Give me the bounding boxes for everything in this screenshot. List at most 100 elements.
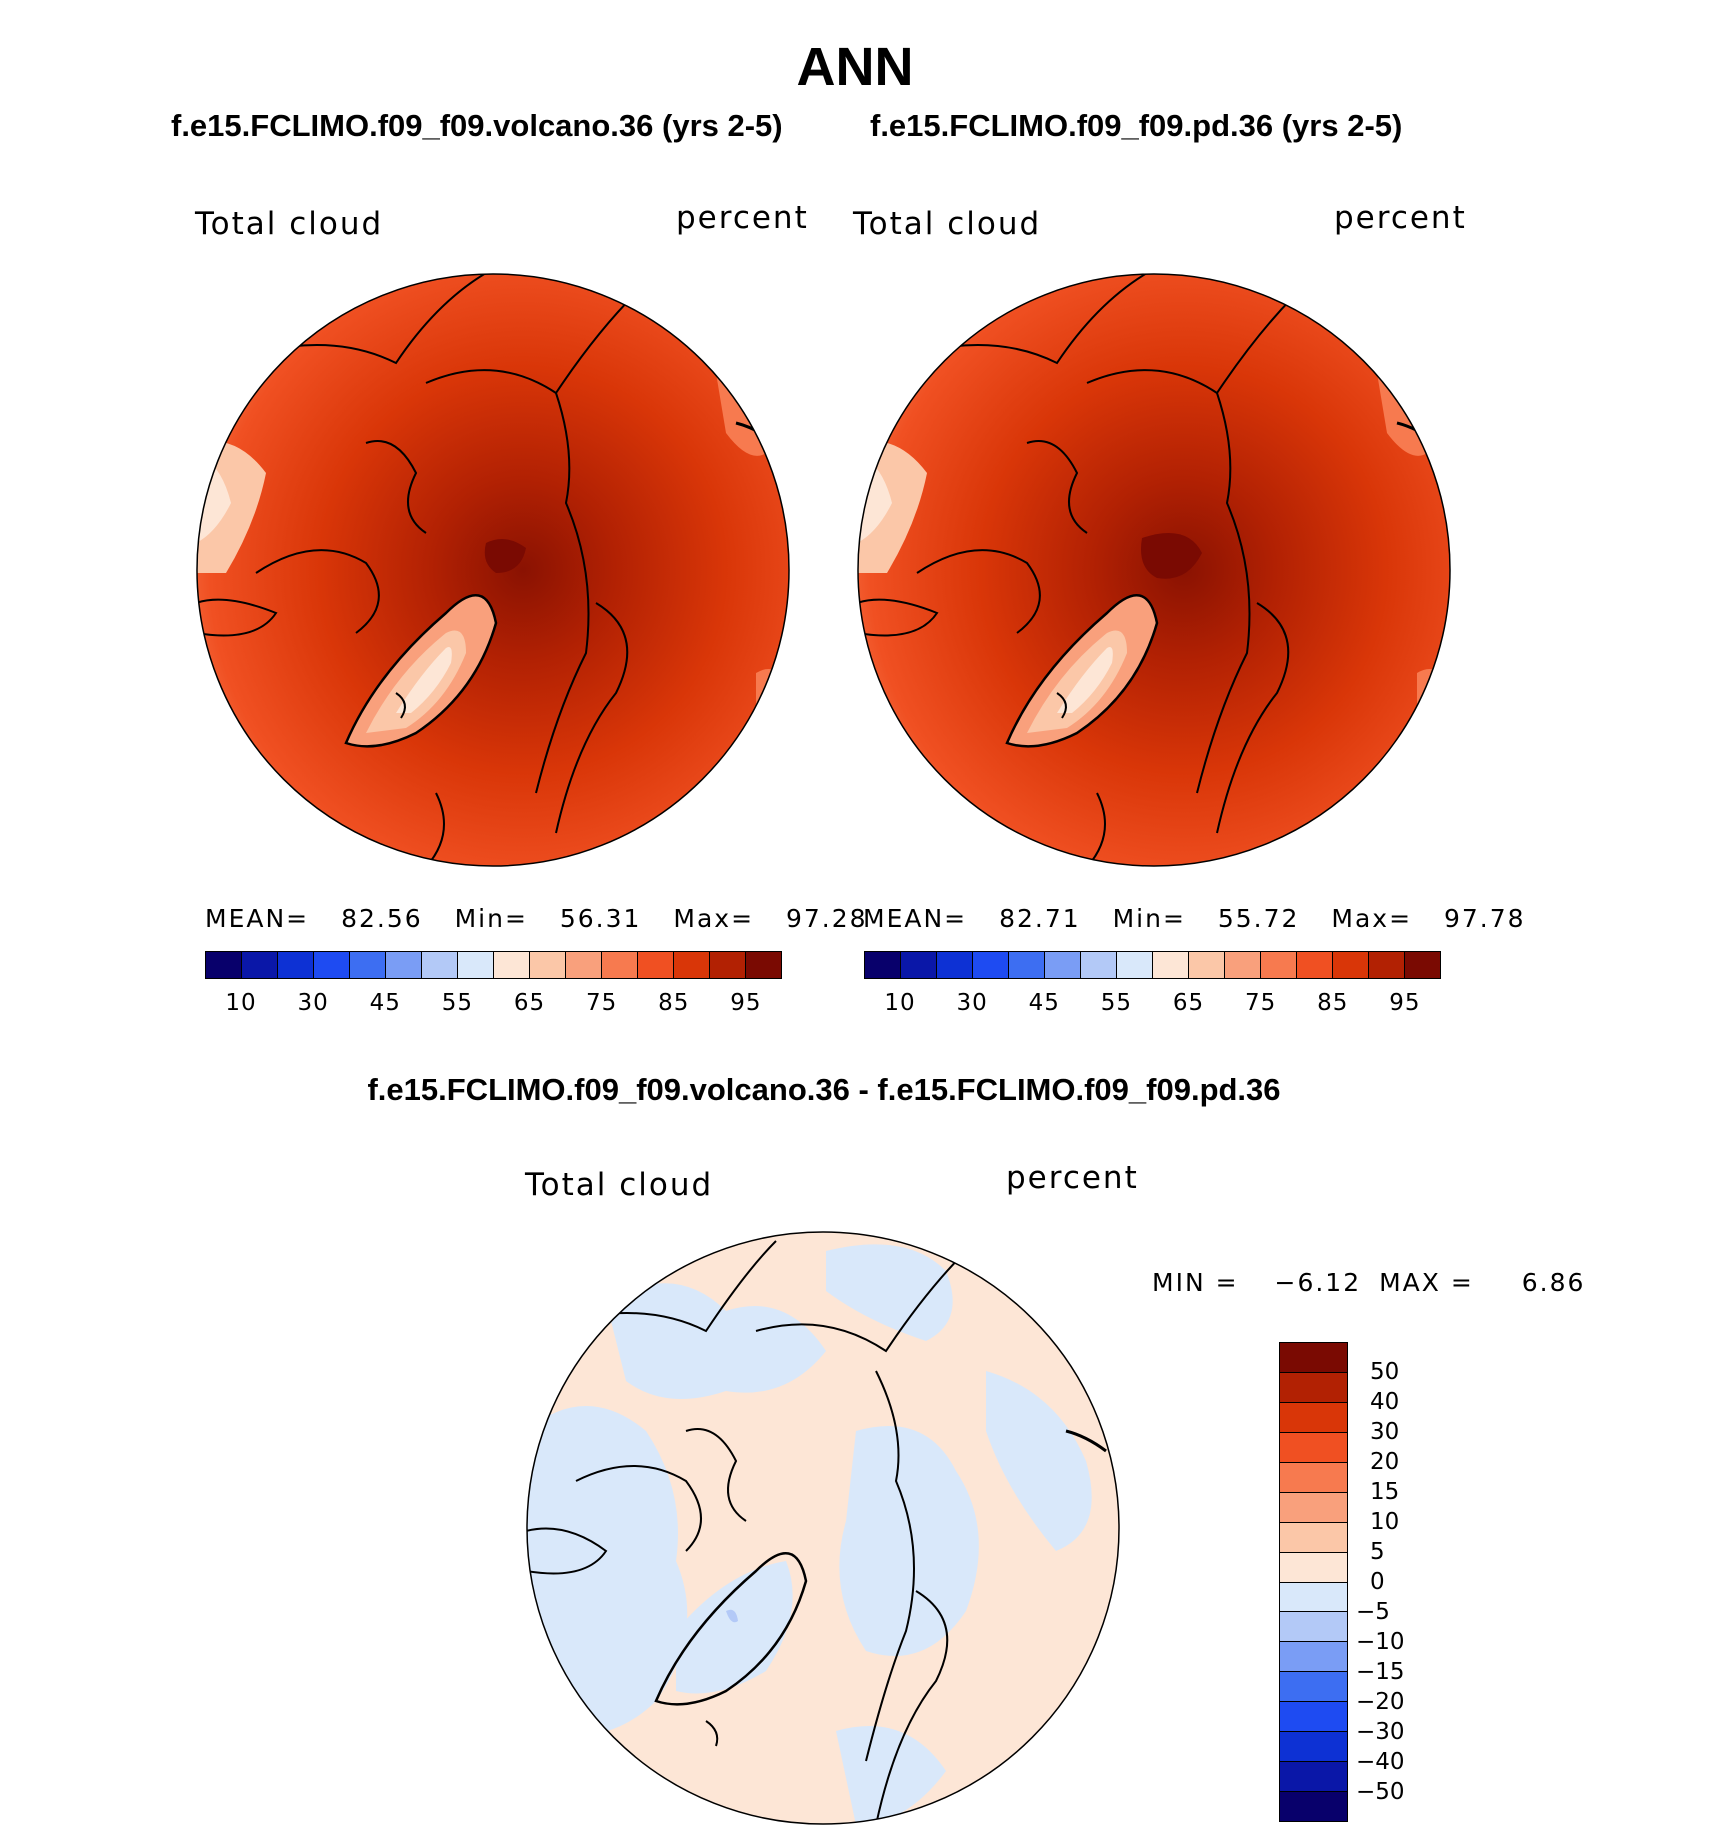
colorbar-swatch xyxy=(1009,952,1045,978)
diff-panel-colorbar-ticks: 50 40 30 20 15 10 5 0 −5 −10 −15 −20 −30 −40 −50 xyxy=(1356,1342,1436,1822)
colorbar-tick-label: −10 xyxy=(1356,1629,1405,1655)
panel-pd-colorbar-ticks: 10 30 45 55 65 75 85 95 xyxy=(864,990,1441,1020)
diff-panel-colorbar xyxy=(1279,1342,1348,1822)
colorbar-swatch xyxy=(710,952,746,978)
panel-volcano-stats: MEAN= 82.56 Min= 56.31 Max= 97.28 xyxy=(205,904,868,933)
panel-volcano-colorbar xyxy=(205,951,782,979)
min-value: −6.12 xyxy=(1274,1268,1362,1297)
colorbar-swatch xyxy=(1280,1732,1347,1763)
max-value: 97.28 xyxy=(786,904,868,933)
negative-anomaly-region xyxy=(839,1426,979,1656)
low-cloud-region xyxy=(1417,669,1450,740)
colorbar-tick-label: 10 xyxy=(1370,1509,1400,1535)
max-cloud-region xyxy=(1141,533,1202,579)
panel-volcano-variable-label: Total cloud xyxy=(195,206,384,242)
colorbar-swatch xyxy=(865,952,901,978)
panel-volcano-heading: f.e15.FCLIMO.f09_f09.volcano.36 (yrs 2-5… xyxy=(171,108,783,143)
colorbar-swatch xyxy=(278,952,314,978)
max-value: 6.86 xyxy=(1521,1268,1586,1297)
colorbar-tick-label: −40 xyxy=(1356,1749,1405,1775)
colorbar-tick-label: 55 xyxy=(441,990,474,1016)
colorbar-swatch xyxy=(1153,952,1189,978)
colorbar-swatch xyxy=(1280,1372,1347,1403)
negative-anomaly-region xyxy=(606,1283,826,1399)
panel-pd-colorbar xyxy=(864,951,1441,979)
colorbar-tick-label: 65 xyxy=(513,990,546,1016)
colorbar-tick-label: −50 xyxy=(1356,1779,1405,1805)
colorbar-swatch xyxy=(1280,1702,1347,1733)
colorbar-swatch xyxy=(350,952,386,978)
colorbar-swatch xyxy=(1261,952,1297,978)
colorbar-swatch xyxy=(1280,1582,1347,1613)
colorbar-tick-label: 20 xyxy=(1370,1449,1400,1475)
panel-pd-units-label: percent xyxy=(1334,200,1467,236)
greenland-region xyxy=(396,647,452,713)
panel-volcano-units-label: percent xyxy=(676,200,809,236)
colorbar-tick-label: 5 xyxy=(1370,1539,1385,1565)
colorbar-tick-label: −5 xyxy=(1356,1599,1390,1625)
panel-pd-variable-label: Total cloud xyxy=(853,206,1042,242)
colorbar-tick-label: 85 xyxy=(1317,990,1349,1016)
max-label: Max= xyxy=(1331,904,1413,933)
colorbar-tick-label: 95 xyxy=(730,990,762,1016)
colorbar-swatch xyxy=(1280,1552,1347,1583)
min-label: Min= xyxy=(454,904,528,933)
colorbar-tick-label: 30 xyxy=(956,990,988,1016)
colorbar-swatch xyxy=(1280,1672,1347,1703)
colorbar-swatch xyxy=(746,952,781,978)
diff-panel-heading: f.e15.FCLIMO.f09_f09.volcano.36 - f.e15.… xyxy=(367,1072,1281,1107)
greenland-region xyxy=(1057,647,1113,713)
colorbar-swatch xyxy=(937,952,973,978)
colorbar-swatch xyxy=(1280,1432,1347,1463)
colorbar-swatch xyxy=(1405,952,1440,978)
colorbar-swatch xyxy=(206,952,242,978)
colorbar-swatch xyxy=(1280,1462,1347,1493)
colorbar-swatch xyxy=(973,952,1009,978)
colorbar-tick-label: −20 xyxy=(1356,1689,1405,1715)
colorbar-tick-label: 10 xyxy=(225,990,257,1016)
colorbar-swatch xyxy=(1280,1612,1347,1643)
mean-value: 82.71 xyxy=(999,904,1081,933)
colorbar-swatch xyxy=(1045,952,1081,978)
colorbar-tick-label: 10 xyxy=(884,990,916,1016)
min-value: 55.72 xyxy=(1217,904,1300,933)
colorbar-tick-label: 45 xyxy=(369,990,401,1016)
max-value: 97.78 xyxy=(1444,904,1526,933)
max-label: MAX = xyxy=(1379,1268,1474,1297)
colorbar-swatch xyxy=(566,952,602,978)
colorbar-swatch xyxy=(1297,952,1333,978)
colorbar-swatch xyxy=(1081,952,1117,978)
max-label: Max= xyxy=(673,904,755,933)
colorbar-swatch xyxy=(1280,1522,1347,1553)
colorbar-swatch xyxy=(1280,1762,1347,1793)
panel-pd-heading: f.e15.FCLIMO.f09_f09.pd.36 (yrs 2-5) xyxy=(870,108,1403,143)
mean-label: MEAN= xyxy=(863,904,968,933)
max-cloud-region xyxy=(484,539,526,573)
colorbar-swatch xyxy=(314,952,350,978)
colorbar-tick-label: 30 xyxy=(1370,1419,1400,1445)
diff-panel-variable-label: Total cloud xyxy=(525,1167,714,1203)
colorbar-swatch xyxy=(1280,1343,1347,1373)
panel-pd-polar-map xyxy=(857,273,1451,867)
negative-anomaly-region xyxy=(527,1406,688,1737)
colorbar-swatch xyxy=(494,952,530,978)
colorbar-swatch xyxy=(638,952,674,978)
colorbar-tick-label: 95 xyxy=(1389,990,1421,1016)
colorbar-swatch xyxy=(1280,1642,1347,1673)
colorbar-swatch xyxy=(386,952,422,978)
min-label: MIN = xyxy=(1152,1268,1239,1297)
panel-volcano-polar-map xyxy=(196,273,790,867)
figure-title: ANN xyxy=(796,37,914,97)
colorbar-swatch xyxy=(1333,952,1369,978)
colorbar-tick-label: 30 xyxy=(297,990,329,1016)
colorbar-tick-label: 40 xyxy=(1370,1389,1400,1415)
colorbar-swatch xyxy=(1225,952,1261,978)
mean-label: MEAN= xyxy=(205,904,310,933)
colorbar-swatch xyxy=(901,952,937,978)
colorbar-swatch xyxy=(1280,1402,1347,1433)
mean-value: 82.56 xyxy=(341,904,423,933)
colorbar-swatch xyxy=(1280,1792,1347,1821)
colorbar-swatch xyxy=(422,952,458,978)
negative-anomaly-region xyxy=(986,1371,1092,1551)
colorbar-tick-label: −15 xyxy=(1356,1659,1405,1685)
